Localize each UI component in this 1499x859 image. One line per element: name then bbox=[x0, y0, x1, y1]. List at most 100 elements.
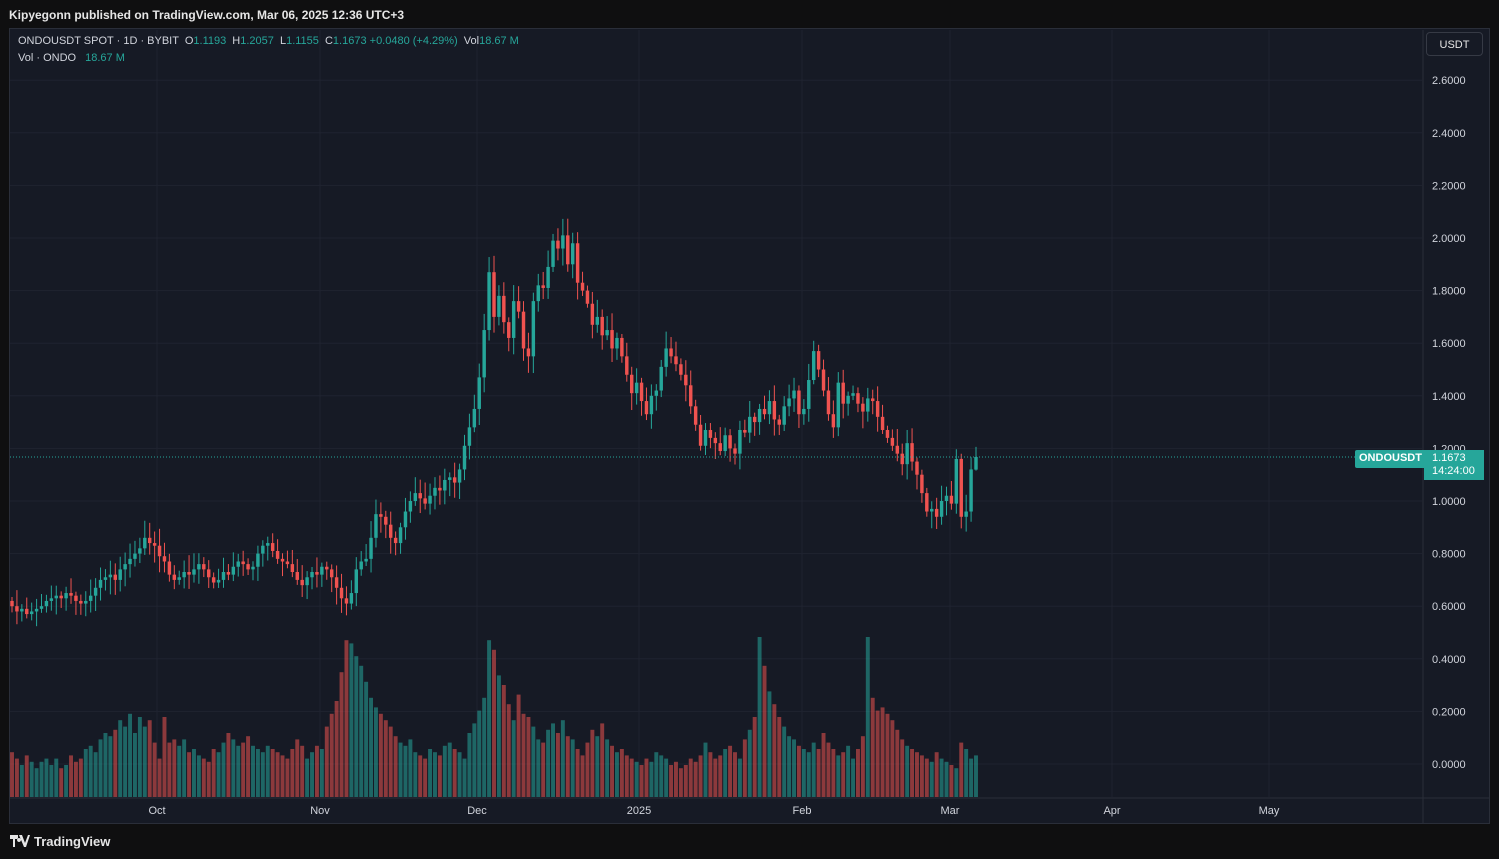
candle-body bbox=[285, 561, 290, 565]
volume-bar bbox=[241, 742, 246, 797]
candle-body bbox=[748, 416, 752, 433]
volume-bar bbox=[373, 707, 378, 797]
volume-bar bbox=[880, 707, 885, 797]
volume-bar bbox=[447, 742, 452, 797]
volume-bar bbox=[560, 720, 565, 797]
candle-body bbox=[25, 608, 29, 615]
candle-body bbox=[870, 398, 875, 402]
currency-button[interactable]: USDT bbox=[1426, 32, 1483, 56]
candle-body bbox=[905, 443, 909, 465]
volume-bar bbox=[944, 761, 949, 797]
candle-body bbox=[379, 514, 383, 517]
candle-body bbox=[900, 453, 904, 465]
volume-bar bbox=[624, 755, 629, 797]
volume-bar bbox=[59, 768, 64, 797]
candle-body bbox=[162, 556, 167, 562]
volume-bar bbox=[614, 752, 619, 797]
volume-bar bbox=[192, 749, 196, 797]
candle-body bbox=[167, 561, 172, 575]
y-tick-label: 1.6000 bbox=[1432, 338, 1466, 350]
volume-bar bbox=[895, 729, 900, 797]
volume-indicator-label[interactable]: Vol · ONDO bbox=[18, 52, 77, 64]
candle-body bbox=[79, 600, 83, 604]
volume-bar bbox=[634, 761, 639, 797]
volume-bar bbox=[29, 761, 34, 797]
candle-body bbox=[10, 600, 14, 607]
volume-bar bbox=[801, 749, 806, 797]
volume-bar bbox=[369, 697, 374, 797]
candle-body bbox=[620, 337, 624, 357]
volume-bar bbox=[506, 704, 511, 797]
candle-body bbox=[880, 416, 885, 430]
candle-body bbox=[275, 550, 280, 559]
candle-body bbox=[944, 495, 949, 501]
volume-bar bbox=[265, 745, 270, 797]
candle-body bbox=[113, 574, 118, 580]
y-tick-label: 0.6000 bbox=[1432, 601, 1466, 613]
candle-body bbox=[629, 374, 634, 394]
candle-body bbox=[934, 508, 939, 517]
candle-body bbox=[684, 374, 688, 386]
volume-bar bbox=[182, 739, 187, 797]
volume-bar bbox=[752, 717, 757, 797]
volume-bar bbox=[796, 745, 801, 797]
volume-bar bbox=[123, 726, 128, 797]
volume-bar bbox=[521, 713, 526, 797]
volume-bar bbox=[19, 765, 24, 797]
volume-bar bbox=[152, 742, 157, 797]
volume-bar bbox=[246, 736, 251, 797]
candle-body bbox=[413, 493, 418, 501]
volume-bar bbox=[595, 736, 600, 797]
candle-body bbox=[216, 579, 221, 583]
candle-body bbox=[782, 406, 786, 425]
volume-bar bbox=[310, 752, 314, 797]
volume-bar bbox=[531, 726, 536, 797]
candle-body bbox=[615, 337, 619, 349]
volume-bar bbox=[654, 752, 659, 797]
symbol-label[interactable]: ONDOUSDT SPOT · 1D · BYBIT bbox=[18, 35, 179, 47]
candle-body bbox=[49, 598, 54, 601]
tradingview-logo[interactable]: TradingView bbox=[10, 834, 110, 849]
candle-body bbox=[472, 408, 477, 428]
candle-body bbox=[74, 595, 78, 601]
volume-bar bbox=[511, 720, 516, 797]
volume-bar bbox=[103, 733, 108, 797]
ohlc-legend: ONDOUSDT SPOT · 1D · BYBIT O1.1193 H1.20… bbox=[18, 35, 519, 47]
candle-body bbox=[757, 408, 762, 423]
volume-bar bbox=[142, 726, 147, 797]
candle-body bbox=[15, 606, 19, 612]
candle-body bbox=[325, 566, 329, 570]
high-label: H bbox=[232, 35, 241, 47]
change-value: +0.0480 (+4.29%) bbox=[369, 35, 458, 47]
candle-body bbox=[349, 593, 354, 604]
candle-body bbox=[29, 611, 34, 615]
volume-bar bbox=[836, 755, 841, 797]
candle-body bbox=[418, 493, 422, 499]
candle-body bbox=[462, 445, 467, 470]
volume-bar bbox=[915, 752, 919, 797]
candle-body bbox=[693, 406, 698, 425]
candle-body bbox=[846, 395, 850, 404]
candle-body bbox=[777, 419, 781, 425]
candle-body bbox=[787, 398, 791, 407]
vol-label: Vol bbox=[463, 35, 480, 47]
candle-body bbox=[634, 382, 639, 394]
volume-bar bbox=[34, 768, 39, 797]
volume-bar bbox=[275, 752, 280, 797]
candle-body bbox=[98, 579, 103, 588]
candle-body bbox=[393, 537, 398, 544]
y-tick-label: 0.2000 bbox=[1432, 706, 1466, 718]
candle-body bbox=[885, 429, 890, 438]
volume-bar bbox=[492, 649, 496, 797]
y-tick-label: 2.0000 bbox=[1432, 233, 1466, 245]
volume-bar bbox=[408, 739, 413, 797]
candle-body bbox=[226, 572, 231, 575]
candle-body bbox=[561, 235, 565, 249]
volume-bar bbox=[777, 717, 782, 797]
x-tick-label: May bbox=[1259, 805, 1280, 817]
volume-bar bbox=[482, 697, 487, 797]
last-price: 1.1673 bbox=[1432, 452, 1466, 464]
candle-body bbox=[207, 569, 211, 578]
volume-bar bbox=[649, 761, 654, 797]
